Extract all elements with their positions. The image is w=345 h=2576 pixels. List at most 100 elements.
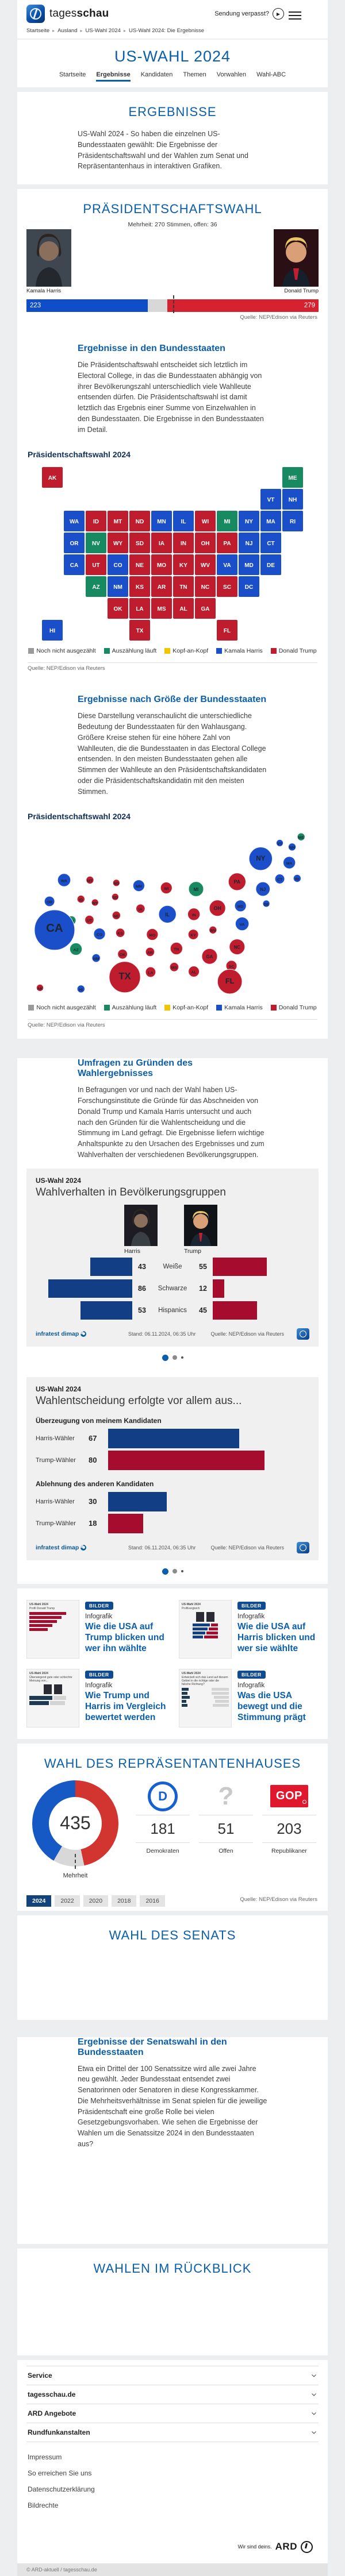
teaser-card[interactable]: US-Wahl 2024 Entwickelt sich das Land auf…: [179, 1668, 319, 1727]
state-tile-IA[interactable]: [151, 533, 172, 554]
state-tile-MI[interactable]: [217, 511, 237, 532]
state-bubble-IN[interactable]: [187, 908, 201, 921]
state-tile-GA[interactable]: [195, 598, 216, 619]
state-bubble-MD[interactable]: [234, 900, 247, 912]
bubble-map[interactable]: ME VT NH NY MA CT RI NJ PA MD DE WA MT ND MN WI MI OR ID WY…: [17, 823, 328, 998]
state-bubble-CO[interactable]: [93, 928, 106, 940]
state-bubble-MT[interactable]: [86, 876, 94, 885]
carousel-dot[interactable]: [172, 1355, 177, 1360]
state-tile-ND[interactable]: [129, 511, 150, 532]
state-bubble-NH[interactable]: [288, 843, 297, 851]
state-tile-WA[interactable]: [64, 511, 85, 532]
breadcrumb-item[interactable]: US-Wahl 2024: [85, 28, 121, 34]
state-bubble-KY[interactable]: [187, 929, 199, 940]
state-tile-NE[interactable]: [129, 554, 150, 576]
state-tile-OR[interactable]: [64, 533, 85, 554]
tab-vorwahlen[interactable]: Vorwahlen: [216, 71, 247, 78]
footer-accordion-ard-angebote[interactable]: ARD Angebote: [26, 2404, 319, 2423]
choropleth-map[interactable]: AK ME VT NH WA ID MT ND MN IL WI MI NY MA RI OR NV WY SD IA…: [17, 461, 328, 642]
tagesschau-logo[interactable]: tagesschau: [26, 5, 109, 23]
state-tile-CO[interactable]: [108, 554, 128, 576]
tab-ergebnisse[interactable]: Ergebnisse: [96, 71, 131, 82]
state-tile-MD[interactable]: [239, 554, 259, 576]
state-bubble-CA[interactable]: [34, 909, 75, 951]
house-donut-chart[interactable]: 435: [32, 1780, 118, 1869]
state-bubble-NC[interactable]: [229, 939, 246, 955]
state-bubble-AZ[interactable]: [69, 943, 83, 956]
state-tile-UT[interactable]: [86, 554, 106, 576]
state-tile-ID[interactable]: [86, 511, 106, 532]
state-tile-TX[interactable]: [129, 620, 150, 641]
hamburger-menu-icon[interactable]: [289, 11, 301, 20]
state-tile-WI[interactable]: [195, 511, 216, 532]
state-tile-NY[interactable]: [239, 511, 259, 532]
state-tile-KY[interactable]: [173, 554, 194, 576]
state-tile-MN[interactable]: [151, 511, 172, 532]
state-tile-DC[interactable]: [239, 576, 259, 597]
missed-show-link[interactable]: Sendung verpasst? ▶: [214, 8, 284, 20]
state-bubble-NJ[interactable]: [255, 881, 271, 897]
footer-link-bildrechte[interactable]: Bildrechte: [28, 2501, 59, 2509]
state-tile-OK[interactable]: [108, 598, 128, 619]
state-bubble-MI[interactable]: [188, 881, 204, 897]
state-bubble-TX[interactable]: [109, 961, 141, 993]
state-bubble-UT[interactable]: [85, 915, 94, 925]
state-tile-MA[interactable]: [260, 511, 281, 532]
state-tile-NC[interactable]: [195, 576, 216, 597]
carousel-dot[interactable]: [172, 1569, 177, 1574]
footer-link-impressum[interactable]: Impressum: [28, 2452, 62, 2461]
breadcrumb-item[interactable]: US-Wahl 2024: Die Ergebnisse: [128, 28, 205, 34]
state-bubble-WI[interactable]: [160, 882, 172, 894]
state-bubble-MS[interactable]: [169, 962, 179, 972]
state-bubble-OH[interactable]: [209, 900, 226, 917]
state-tile-AZ[interactable]: [86, 576, 106, 597]
state-tile-NV[interactable]: [86, 533, 106, 554]
state-bubble-WV[interactable]: [209, 925, 217, 935]
state-tile-IN[interactable]: [173, 533, 194, 554]
state-tile-WY[interactable]: [108, 533, 128, 554]
footer-link-so-erreichen-sie-uns[interactable]: So erreichen Sie uns: [28, 2469, 92, 2477]
carousel-dot[interactable]: [162, 1354, 168, 1361]
carousel-dot[interactable]: [181, 1356, 183, 1359]
state-bubble-FL[interactable]: [217, 969, 243, 994]
breadcrumb-item[interactable]: Startseite: [26, 28, 50, 34]
state-bubble-KS[interactable]: [115, 928, 125, 938]
state-tile-RI[interactable]: [282, 511, 303, 532]
footer-link-datenschutzerkl-rung[interactable]: Datenschutzerklärung: [28, 2485, 95, 2493]
state-tile-PA[interactable]: [217, 533, 237, 554]
state-tile-VT[interactable]: [260, 489, 281, 510]
state-tile-DE[interactable]: [260, 554, 281, 576]
state-bubble-OR[interactable]: [44, 896, 55, 907]
state-bubble-LA[interactable]: [145, 966, 156, 978]
state-tile-NH[interactable]: [282, 489, 303, 510]
state-tile-AR[interactable]: [151, 576, 172, 597]
state-bubble-IA[interactable]: [136, 904, 145, 914]
year-button-2016[interactable]: 2016: [140, 1895, 165, 1907]
tab-kandidaten[interactable]: Kandidaten: [140, 71, 173, 78]
teaser-card[interactable]: US-Wahl 2024 Profilvergleich BILDER Infogra…: [179, 1599, 319, 1659]
breadcrumb-item[interactable]: Ausland: [57, 28, 78, 34]
teaser-card[interactable]: US-Wahl 2024 Überwiegend gute oder schlec…: [26, 1668, 166, 1727]
state-bubble-ID[interactable]: [76, 895, 85, 904]
state-bubble-AR[interactable]: [145, 947, 155, 957]
state-bubble-AK[interactable]: [36, 984, 44, 992]
state-tile-NJ[interactable]: [239, 533, 259, 554]
tab-wahl-abc[interactable]: Wahl-ABC: [256, 71, 286, 78]
year-button-2018[interactable]: 2018: [112, 1895, 137, 1907]
carousel-dot[interactable]: [162, 1568, 168, 1575]
state-bubble-NM[interactable]: [91, 954, 101, 963]
teaser-title[interactable]: Wie die USA auf Trump blicken und wer ih…: [85, 1621, 164, 1654]
teaser-title[interactable]: Wie Trump und Harris im Vergleich bewert…: [85, 1690, 166, 1723]
state-tile-MO[interactable]: [151, 554, 172, 576]
state-tile-NM[interactable]: [108, 576, 128, 597]
state-bubble-WY[interactable]: [91, 898, 99, 907]
footer-accordion-rundfunkanstalten[interactable]: Rundfunkanstalten: [26, 2423, 319, 2442]
state-bubble-NY[interactable]: [248, 847, 273, 871]
state-tile-IL[interactable]: [173, 511, 194, 532]
state-bubble-WA[interactable]: [57, 873, 71, 887]
state-tile-WV[interactable]: [195, 554, 216, 576]
state-bubble-ME[interactable]: [297, 832, 305, 842]
tab-startseite[interactable]: Startseite: [59, 71, 86, 78]
state-tile-CA[interactable]: [64, 554, 85, 576]
state-tile-MT[interactable]: [108, 511, 128, 532]
